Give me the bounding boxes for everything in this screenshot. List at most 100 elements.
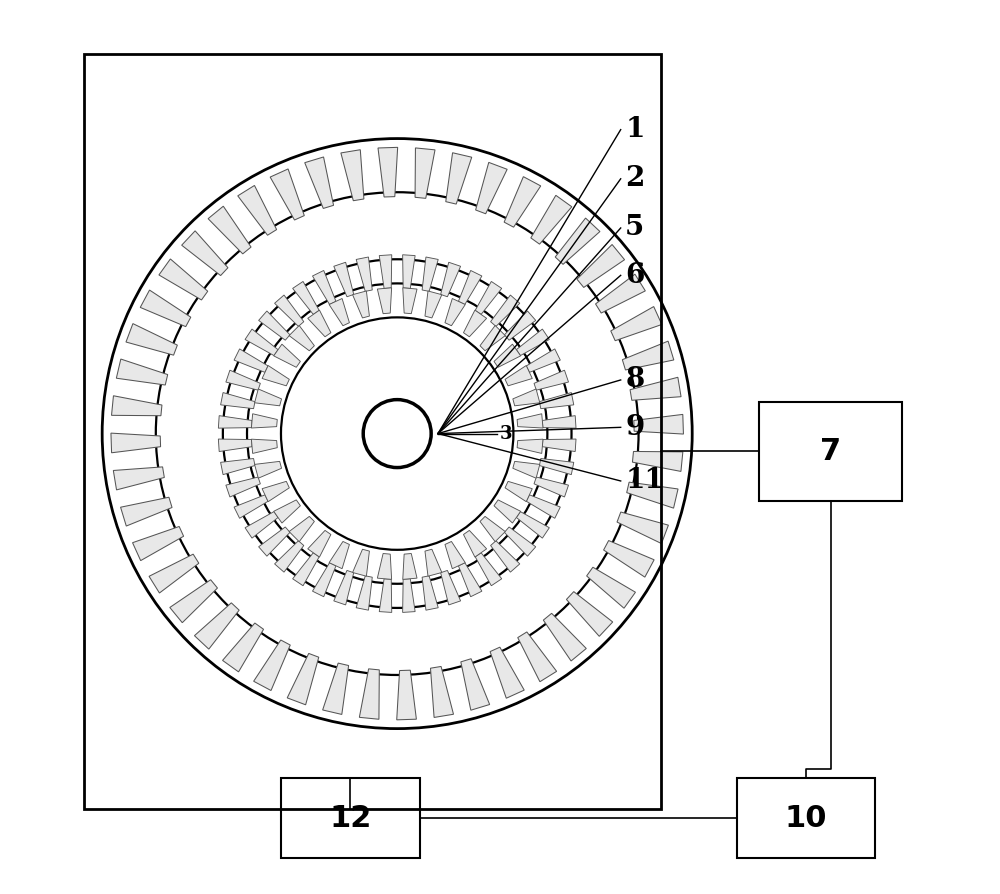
Polygon shape (441, 570, 461, 605)
Polygon shape (238, 185, 277, 235)
Polygon shape (543, 613, 586, 661)
Text: 9: 9 (625, 414, 644, 441)
Polygon shape (504, 527, 536, 556)
Polygon shape (270, 169, 304, 220)
Polygon shape (445, 542, 465, 569)
Polygon shape (234, 349, 268, 372)
Polygon shape (517, 414, 543, 428)
Polygon shape (518, 632, 557, 682)
Polygon shape (430, 666, 453, 718)
Polygon shape (194, 603, 239, 649)
Polygon shape (293, 282, 319, 315)
Polygon shape (425, 549, 442, 577)
Polygon shape (182, 231, 228, 275)
Polygon shape (513, 389, 540, 406)
Polygon shape (334, 262, 354, 297)
Polygon shape (632, 451, 683, 471)
Text: 5: 5 (625, 215, 644, 241)
Polygon shape (480, 517, 505, 542)
Polygon shape (534, 370, 569, 390)
Polygon shape (379, 578, 392, 612)
Polygon shape (491, 295, 520, 326)
Polygon shape (403, 288, 417, 314)
Polygon shape (289, 517, 314, 542)
Polygon shape (379, 255, 392, 289)
Polygon shape (329, 542, 349, 569)
Bar (737, 778, 875, 858)
Polygon shape (218, 439, 252, 451)
Polygon shape (341, 149, 364, 201)
Polygon shape (245, 329, 278, 356)
Polygon shape (445, 299, 465, 325)
Polygon shape (223, 623, 264, 672)
Polygon shape (378, 148, 398, 197)
Polygon shape (245, 511, 278, 538)
Polygon shape (116, 359, 168, 385)
Polygon shape (329, 299, 349, 325)
Polygon shape (627, 482, 678, 508)
Text: 7: 7 (820, 437, 841, 466)
Polygon shape (359, 669, 379, 720)
Polygon shape (356, 576, 372, 611)
Polygon shape (516, 511, 549, 538)
Polygon shape (226, 477, 260, 497)
Polygon shape (221, 459, 255, 475)
Polygon shape (555, 218, 600, 265)
Polygon shape (275, 541, 304, 572)
Polygon shape (377, 553, 392, 579)
Polygon shape (377, 288, 392, 314)
Polygon shape (403, 553, 417, 579)
Polygon shape (577, 244, 625, 288)
Polygon shape (513, 461, 540, 478)
Text: 2: 2 (625, 165, 645, 192)
Polygon shape (305, 157, 334, 208)
Polygon shape (226, 370, 260, 390)
Polygon shape (289, 325, 314, 350)
Polygon shape (494, 344, 521, 367)
Polygon shape (526, 349, 560, 372)
Polygon shape (323, 663, 349, 714)
Polygon shape (308, 310, 331, 337)
Polygon shape (446, 153, 472, 204)
Polygon shape (517, 439, 543, 453)
Polygon shape (422, 257, 438, 291)
Polygon shape (542, 439, 576, 451)
Polygon shape (259, 311, 290, 341)
Polygon shape (539, 459, 574, 475)
Polygon shape (441, 262, 461, 297)
Polygon shape (251, 414, 277, 428)
Polygon shape (255, 461, 282, 478)
Polygon shape (505, 366, 532, 386)
Bar (759, 402, 902, 501)
Polygon shape (491, 541, 520, 572)
Polygon shape (353, 549, 369, 577)
Polygon shape (516, 329, 549, 356)
Polygon shape (208, 207, 251, 254)
Polygon shape (596, 274, 645, 313)
Polygon shape (504, 311, 536, 341)
Bar (281, 778, 420, 858)
Polygon shape (259, 527, 290, 556)
Polygon shape (221, 392, 255, 409)
Polygon shape (534, 477, 569, 497)
Polygon shape (334, 570, 354, 605)
Polygon shape (121, 497, 172, 526)
Polygon shape (262, 366, 289, 386)
Polygon shape (604, 541, 654, 578)
Text: 1: 1 (625, 116, 645, 143)
Text: 8: 8 (625, 367, 644, 393)
Polygon shape (312, 562, 336, 596)
Polygon shape (504, 177, 541, 227)
Polygon shape (415, 148, 435, 198)
Polygon shape (397, 670, 416, 720)
Polygon shape (112, 396, 162, 416)
Polygon shape (274, 344, 300, 367)
Polygon shape (113, 467, 164, 490)
Polygon shape (293, 552, 319, 586)
Polygon shape (234, 495, 268, 519)
Polygon shape (494, 500, 521, 523)
Text: 3: 3 (500, 425, 512, 443)
Polygon shape (218, 416, 252, 428)
Polygon shape (526, 495, 560, 519)
Polygon shape (312, 271, 336, 305)
